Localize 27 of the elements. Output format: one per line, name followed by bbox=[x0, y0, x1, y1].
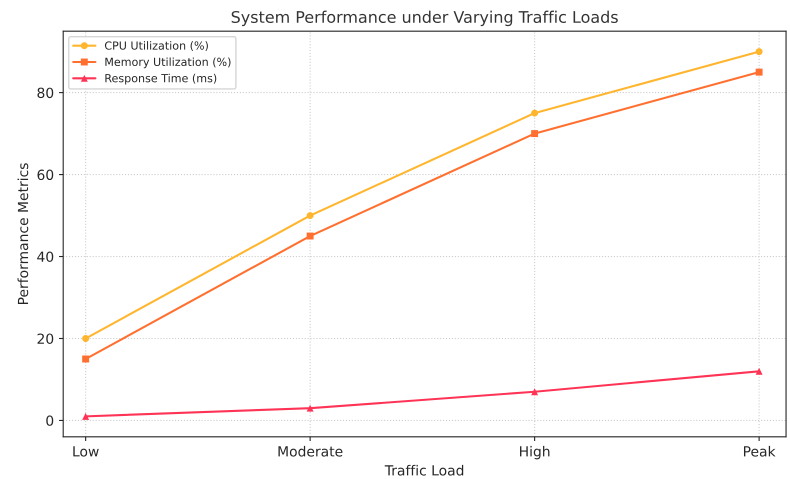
point bbox=[82, 335, 90, 342]
point bbox=[531, 130, 538, 138]
point bbox=[756, 68, 763, 76]
y-tick-label: 40 bbox=[37, 252, 54, 262]
y-tick-label: 20 bbox=[38, 333, 54, 344]
point bbox=[82, 412, 90, 420]
y-axis-title: Performance Metrics bbox=[18, 163, 28, 304]
point bbox=[82, 356, 90, 362]
x-tick-label: Moderate bbox=[278, 446, 342, 457]
point bbox=[756, 368, 763, 375]
x-tick-label: High bbox=[520, 446, 550, 460]
point bbox=[306, 212, 314, 220]
legend-label: Memory Utilization (%) bbox=[105, 57, 231, 68]
point bbox=[531, 388, 538, 396]
legend-label: Response Time (ms) bbox=[105, 74, 216, 85]
point bbox=[756, 48, 763, 56]
point bbox=[531, 110, 538, 117]
point bbox=[306, 404, 314, 412]
y-tick-label: 80 bbox=[37, 88, 54, 98]
x-tick-label: Low bbox=[73, 446, 99, 457]
y-tick-label: 0 bbox=[46, 415, 54, 426]
legend-label: CPU Utilization (%) bbox=[104, 41, 208, 52]
chart-title: System Performance under Varying Traffic Loads bbox=[232, 10, 618, 26]
x-tick-label: Peak bbox=[744, 446, 776, 457]
y-tick-label: 60 bbox=[37, 170, 54, 180]
point bbox=[306, 232, 314, 240]
x-axis-title: Traffic Load bbox=[384, 464, 464, 476]
